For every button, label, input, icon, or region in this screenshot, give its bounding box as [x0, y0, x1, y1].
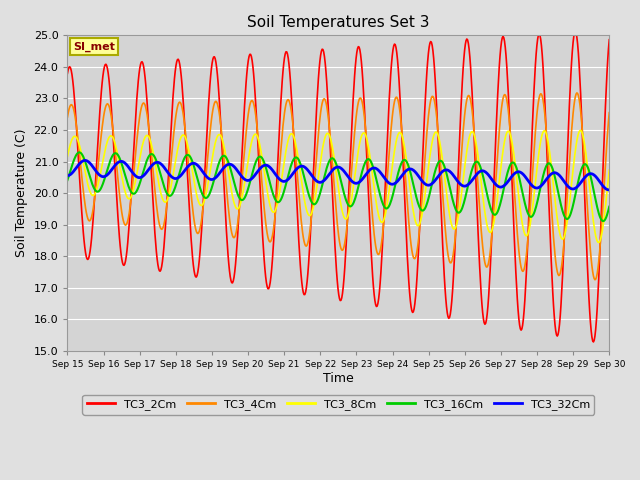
TC3_2Cm [589, 339, 597, 345]
TC3_8Cm [595, 240, 602, 245]
Line: TC3_2Cm: TC3_2Cm [67, 31, 609, 342]
TC3_2Cm [63, 71, 71, 76]
TC3_32Cm [214, 173, 221, 179]
TC3_32Cm [63, 173, 71, 179]
TC3_8Cm [605, 167, 613, 173]
TC3_16Cm [420, 206, 428, 212]
TC3_16Cm [185, 152, 193, 158]
TC3_4Cm [74, 130, 81, 135]
TC3_16Cm [214, 165, 221, 170]
TC3_8Cm [63, 154, 71, 159]
TC3_2Cm [184, 184, 192, 190]
TC3_8Cm [420, 200, 428, 206]
X-axis label: Time: Time [323, 372, 354, 384]
TC3_16Cm [600, 218, 607, 224]
TC3_8Cm [129, 189, 137, 194]
Line: TC3_32Cm: TC3_32Cm [67, 160, 609, 190]
TC3_32Cm [81, 157, 88, 163]
TC3_16Cm [74, 151, 81, 156]
TC3_4Cm [404, 210, 412, 216]
TC3_32Cm [185, 163, 193, 168]
TC3_16Cm [605, 204, 613, 210]
TC3_4Cm [420, 169, 428, 175]
Title: Soil Temperatures Set 3: Soil Temperatures Set 3 [247, 15, 429, 30]
TC3_4Cm [605, 110, 613, 116]
Text: SI_met: SI_met [73, 42, 115, 52]
TC3_4Cm [184, 156, 192, 162]
TC3_16Cm [63, 177, 71, 183]
TC3_32Cm [420, 180, 428, 186]
TC3_16Cm [405, 164, 413, 170]
TC3_2Cm [129, 158, 137, 164]
TC3_2Cm [605, 37, 613, 43]
TC3_16Cm [76, 149, 83, 155]
Line: TC3_8Cm: TC3_8Cm [67, 131, 609, 242]
TC3_8Cm [184, 144, 192, 150]
Line: TC3_16Cm: TC3_16Cm [67, 152, 609, 221]
TC3_4Cm [591, 277, 599, 283]
TC3_4Cm [129, 178, 137, 183]
TC3_4Cm [63, 114, 71, 120]
TC3_2Cm [404, 267, 412, 273]
Y-axis label: Soil Temperature (C): Soil Temperature (C) [15, 129, 28, 257]
Legend: TC3_2Cm, TC3_4Cm, TC3_8Cm, TC3_16Cm, TC3_32Cm: TC3_2Cm, TC3_4Cm, TC3_8Cm, TC3_16Cm, TC3… [83, 395, 595, 415]
TC3_4Cm [213, 99, 221, 105]
TC3_32Cm [405, 166, 413, 172]
TC3_8Cm [74, 136, 81, 142]
TC3_8Cm [404, 169, 412, 175]
TC3_2Cm [420, 126, 428, 132]
TC3_4Cm [573, 90, 580, 96]
TC3_32Cm [130, 171, 138, 177]
TC3_2Cm [74, 137, 81, 143]
TC3_32Cm [74, 164, 81, 169]
TC3_8Cm [577, 128, 584, 133]
Line: TC3_4Cm: TC3_4Cm [67, 93, 609, 280]
TC3_16Cm [130, 191, 138, 197]
TC3_8Cm [213, 135, 221, 141]
TC3_32Cm [605, 187, 613, 193]
TC3_2Cm [572, 28, 579, 34]
TC3_2Cm [213, 65, 221, 71]
